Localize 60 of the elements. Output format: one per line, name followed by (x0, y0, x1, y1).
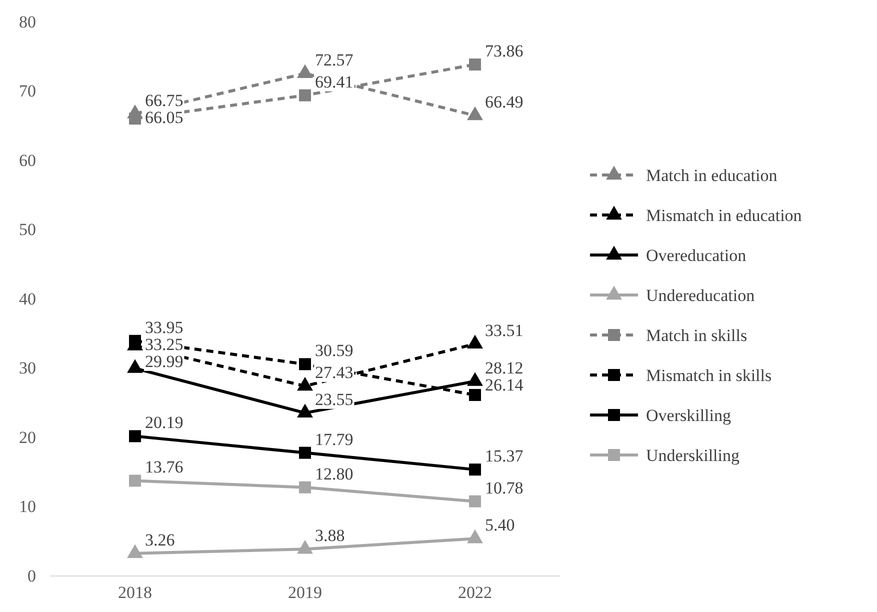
data-label: 15.37 (485, 446, 524, 466)
data-label: 66.05 (145, 108, 184, 127)
y-tick-label: 20 (19, 428, 36, 447)
point (129, 474, 141, 487)
data-label: 3.88 (315, 526, 345, 546)
y-tick-label: 70 (19, 82, 36, 101)
y-tick-label: 50 (19, 220, 36, 240)
data-label: 33.95 (145, 318, 184, 337)
legend-label: Undereducation (646, 286, 756, 305)
data-label: 28.12 (485, 358, 524, 378)
legend-label: Mismatch in education (646, 206, 802, 225)
data-label: 3.26 (145, 530, 175, 550)
data-label: 66.75 (145, 90, 184, 110)
x-tick-label: 2022 (458, 583, 492, 602)
y-tick-label: 30 (19, 358, 36, 378)
point (467, 372, 483, 386)
legend-label: Underskilling (646, 446, 740, 465)
point (467, 334, 483, 349)
point (299, 481, 311, 494)
data-label: 10.78 (485, 478, 524, 498)
legend-label: Match in skills (646, 326, 748, 345)
x-tick-label: 2018 (118, 583, 152, 602)
data-label: 17.79 (315, 430, 354, 449)
data-label: 33.51 (485, 320, 524, 340)
point (299, 446, 311, 459)
data-label: 23.55 (315, 390, 354, 409)
legend-label: Overeducation (646, 246, 747, 265)
x-tick-label: 2019 (288, 583, 322, 602)
data-label: 27.43 (315, 363, 354, 382)
point (297, 376, 313, 391)
data-label: 29.99 (145, 352, 184, 371)
data-label: 72.57 (315, 50, 354, 70)
legend-label: Mismatch in skills (646, 366, 772, 385)
data-label: 69.41 (315, 72, 354, 92)
data-label: 5.40 (485, 516, 515, 535)
point (129, 334, 141, 347)
y-tick-label: 40 (19, 289, 36, 308)
point (297, 404, 313, 418)
point (469, 464, 481, 476)
point (469, 495, 481, 508)
data-label: 30.59 (315, 341, 354, 360)
data-label: 26.14 (485, 375, 524, 394)
y-tick-label: 0 (28, 566, 36, 586)
data-label: 33.25 (145, 334, 184, 354)
data-label: 12.80 (315, 464, 354, 484)
data-label: 13.76 (145, 458, 184, 477)
legend-label: Match in education (646, 166, 778, 185)
legend-label: Overskilling (646, 406, 732, 425)
y-tick-label: 10 (19, 497, 36, 516)
point (467, 106, 483, 120)
data-label: 73.86 (485, 42, 524, 61)
data-label: 20.19 (145, 413, 184, 432)
data-label: 66.49 (485, 92, 524, 112)
point (129, 430, 141, 442)
y-tick-label: 60 (19, 150, 36, 170)
point (299, 358, 311, 370)
y-tick-label: 80 (19, 12, 36, 32)
point (297, 64, 313, 78)
point (469, 388, 481, 401)
point (127, 359, 143, 373)
